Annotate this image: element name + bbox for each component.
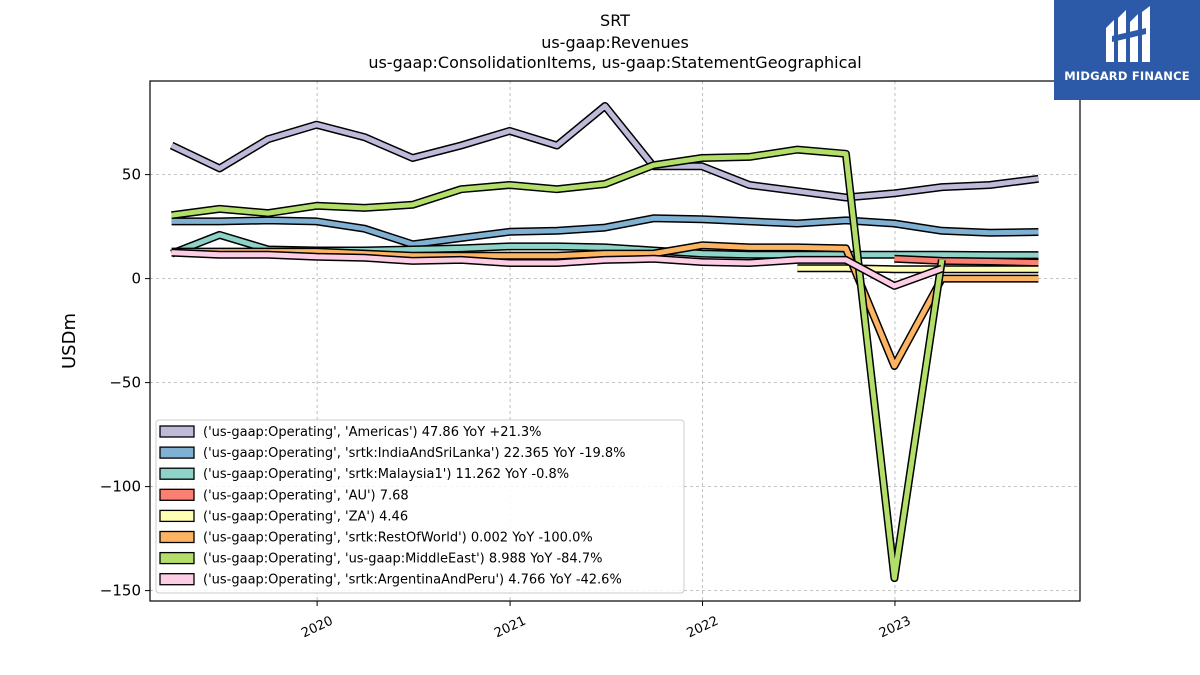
series-path <box>171 215 1039 247</box>
chart-subtitle-line-2: us-gaap:ConsolidationItems, us-gaap:Stat… <box>368 53 861 72</box>
legend-swatch <box>159 446 195 459</box>
legend-swatch <box>159 530 195 544</box>
series-line-6 <box>171 145 946 583</box>
legend-swatch <box>159 573 195 586</box>
legend-swatch <box>159 467 195 480</box>
series-line-3 <box>894 254 1039 267</box>
y-tick-label: 50 <box>122 166 141 184</box>
legend-entry-label: ('us-gaap:Operating', 'Americas') 47.86 … <box>203 425 542 440</box>
series-path <box>894 256 1039 266</box>
y-tick-label: −150 <box>100 582 141 600</box>
legend-entry-label: ('us-gaap:Operating', 'AU') 7.68 <box>203 488 409 503</box>
midgard-finance-logo-icon <box>1106 6 1150 62</box>
y-tick-label: −100 <box>100 478 141 496</box>
legend-entry-label: ('us-gaap:Operating', 'srtk:ArgentinaAnd… <box>203 573 622 588</box>
series-path <box>171 242 1039 369</box>
legend-swatch <box>159 551 195 565</box>
x-tick-label: 2022 <box>685 614 721 642</box>
legend-swatch <box>159 425 195 438</box>
y-axis-label: USDm <box>59 313 80 369</box>
x-tick-label: 2020 <box>299 614 335 642</box>
series-line-7 <box>171 248 944 290</box>
x-tick-label: 2021 <box>492 614 528 642</box>
legend-entry-label: ('us-gaap:Operating', 'us-gaap:MiddleEas… <box>203 552 602 567</box>
chart-subtitle-line-1: us-gaap:Revenues <box>541 33 689 52</box>
legend-entry-label: ('us-gaap:Operating', 'srtk:IndiaAndSriL… <box>203 446 626 461</box>
legend: ('us-gaap:Operating', 'Americas') 47.86 … <box>155 419 685 594</box>
legend-swatch <box>159 488 195 501</box>
legend-box <box>155 419 685 594</box>
series-line-4 <box>797 264 1039 274</box>
series-path <box>797 265 1039 272</box>
series-line-0 <box>169 102 1039 202</box>
legend-entry-label: ('us-gaap:Operating', 'ZA') 4.46 <box>203 509 408 524</box>
series-line-1 <box>171 214 1039 249</box>
chart-titles: SRT us-gaap:Revenues us-gaap:Consolidati… <box>368 11 861 72</box>
x-tick-label: 2023 <box>877 614 913 642</box>
legend-entry-label: ('us-gaap:Operating', 'srtk:Malaysia1') … <box>203 467 569 482</box>
series-path <box>171 147 945 581</box>
brand-name: MIDGARD FINANCE <box>1064 69 1190 83</box>
plot-frame <box>149 80 1081 602</box>
series-lines <box>169 102 1039 583</box>
y-tick-label: 0 <box>131 270 141 288</box>
series-path <box>171 250 943 289</box>
legend-entry-label: ('us-gaap:Operating', 'srtk:RestOfWorld'… <box>203 531 593 546</box>
chart-title: SRT <box>600 11 630 30</box>
y-axis-ticks: −150 −100 −50 0 50 <box>100 166 150 600</box>
series-line-5 <box>171 241 1039 370</box>
y-tick-label: −50 <box>109 374 141 392</box>
x-axis-ticks: 2020 2021 2022 2023 <box>299 601 913 641</box>
series-path <box>170 103 1039 200</box>
legend-swatch <box>159 509 195 523</box>
brand-logo: MIDGARD FINANCE <box>1054 0 1200 100</box>
